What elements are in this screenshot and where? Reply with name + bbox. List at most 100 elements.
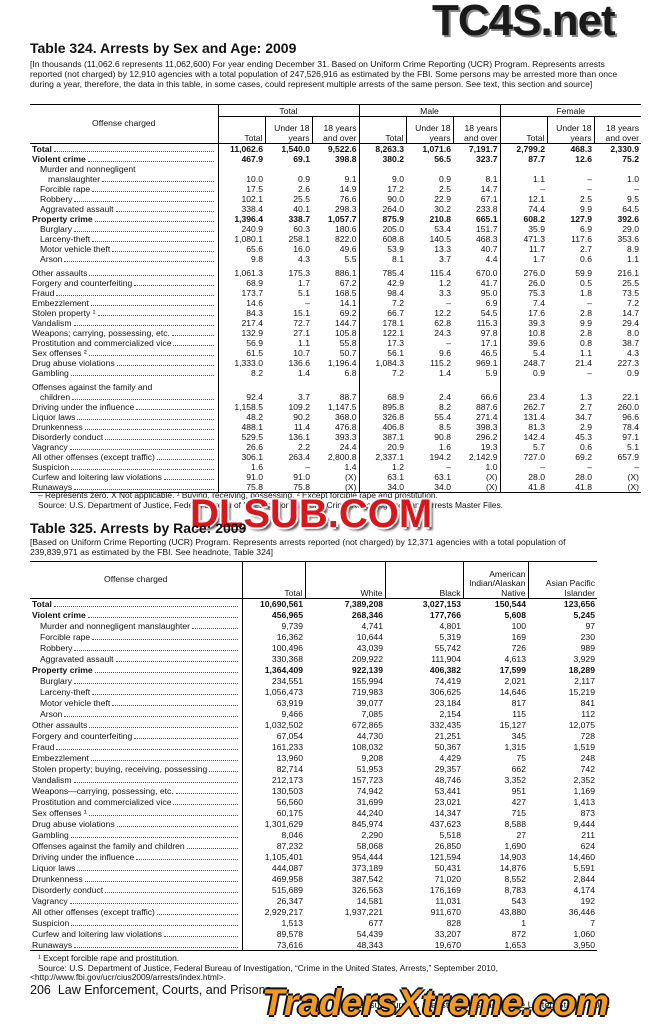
empty-cell bbox=[358, 382, 406, 392]
cell-value: 1,396.4 bbox=[217, 214, 265, 224]
cell-value: 35.9 bbox=[499, 224, 547, 234]
cell-value: 30.2 bbox=[434, 204, 451, 214]
cell-value: 398.3 bbox=[475, 422, 498, 432]
row-label: children bbox=[30, 392, 219, 402]
cell-value: 8.2 bbox=[439, 402, 451, 412]
row-label: Curfew and loitering law violations bbox=[30, 928, 243, 940]
cell-value: 56.9 bbox=[217, 338, 265, 348]
cell-value: 92.4 bbox=[217, 392, 265, 402]
column-header: Black bbox=[384, 561, 463, 599]
table-row: Weapons; carrying, possessing, etc. 132.9… bbox=[30, 328, 641, 338]
cell-value: 1,519 bbox=[573, 742, 595, 752]
label-text: Vagrancy bbox=[32, 896, 68, 906]
cell-value: 264.0 bbox=[358, 204, 406, 214]
cell-value: 17.5 bbox=[217, 184, 265, 194]
cell-value: 2,154 bbox=[439, 709, 461, 719]
cell-value: 4.4 bbox=[485, 254, 498, 264]
cell-value: 109.2 bbox=[288, 402, 310, 412]
cell-value: 5,245 bbox=[573, 610, 595, 620]
cell-value: 48.2 bbox=[217, 412, 265, 422]
table-row: Fraud 173.7 5.1 168.5 98.4 3.3 95.0 75.3 1.8 73.5 bbox=[30, 288, 641, 298]
table-row: Arson 9.8 4.3 5.5 8.1 3.7 4.4 1.7 0.6 1.1 bbox=[30, 254, 641, 268]
empty-cell bbox=[499, 164, 547, 174]
label-wrap: Burglary bbox=[40, 676, 240, 686]
label-wrap: Vagrancy bbox=[32, 442, 216, 452]
column-header: Under 18 years bbox=[264, 116, 312, 144]
cell-value: 127.9 bbox=[570, 214, 592, 224]
cell-value: 248.7 bbox=[499, 358, 547, 368]
cell-value: 727.0 bbox=[499, 452, 547, 462]
row-label: Violent crime bbox=[30, 154, 219, 164]
cell-value: 0.9 bbox=[298, 174, 310, 184]
cell-value: 53,441 bbox=[434, 786, 461, 796]
table-row: Vagrancy 26.6 2.2 24.4 20.9 1.6 19.3 5.7 0.6 5.1 bbox=[30, 442, 641, 452]
dot-leader bbox=[84, 875, 238, 882]
cell-value: 0.9 bbox=[627, 368, 639, 378]
stub-header: Offense charged bbox=[30, 561, 243, 599]
cell-value: 2,337.1 bbox=[358, 452, 406, 462]
label-wrap: Stolen property ¹ bbox=[32, 308, 216, 318]
cell-value: 5,591 bbox=[573, 863, 595, 873]
label-wrap: Disorderly conduct bbox=[32, 432, 216, 442]
cell-value: 89,578 bbox=[276, 929, 303, 939]
column-header: White bbox=[304, 561, 385, 599]
label-wrap: Other assaults bbox=[32, 720, 240, 730]
dot-leader bbox=[192, 622, 238, 629]
label-wrap: Arson bbox=[40, 709, 240, 719]
cell-value: 16,362 bbox=[276, 632, 303, 642]
dot-leader bbox=[136, 853, 238, 860]
cell-value: 74,942 bbox=[356, 786, 383, 796]
cell-value: – bbox=[587, 174, 592, 184]
cell-value: 136.6 bbox=[288, 358, 310, 368]
table-row: Property crime 1,364,409 922,139 406,382 17,… bbox=[30, 664, 597, 676]
cell-value: 115.4 bbox=[430, 268, 451, 278]
row-label: Robbery bbox=[30, 642, 243, 654]
cell-value: 121,594 bbox=[429, 852, 461, 862]
label-wrap: Forcible rape bbox=[40, 184, 216, 194]
cell-value: 9.8 bbox=[217, 254, 265, 268]
cell-value: 84.3 bbox=[217, 308, 265, 318]
table-row: Weapons—carrying, possessing, etc. 130,50… bbox=[30, 785, 597, 797]
table-row: Vagrancy 26,347 14,581 11,031 543 192 bbox=[30, 895, 597, 907]
cell-value: 17.2 bbox=[358, 184, 406, 194]
cell-value: 0.6 bbox=[580, 254, 592, 264]
cell-value: 2,021 bbox=[504, 676, 526, 686]
table-row: Runaways 73,616 48,343 19,670 1,653 3,950 bbox=[30, 939, 597, 951]
cell-value: 14,646 bbox=[499, 687, 526, 697]
cell-value: 140.5 bbox=[429, 234, 451, 244]
label-text: Embezzlement bbox=[32, 753, 89, 763]
cell-value: 87.7 bbox=[499, 154, 547, 164]
table-row: Robbery 102.1 25.5 76.6 90.0 22.9 67.1 12.1 2.5 9… bbox=[30, 194, 641, 204]
label-text: Drug abuse violations bbox=[32, 358, 115, 368]
cell-value: 6.8 bbox=[344, 368, 357, 378]
table-row: All other offenses (except traffic) 306.1… bbox=[30, 452, 641, 462]
cell-value: 9,466 bbox=[281, 709, 303, 719]
cell-value: – bbox=[305, 298, 310, 308]
table-body: Total 11,062.6 1,540.0 9,522.6 8,263.3 1,071.… bbox=[30, 143, 641, 493]
cell-value: 271.4 bbox=[475, 412, 498, 422]
cell-value: 11,031 bbox=[435, 896, 461, 906]
cell-value: 5.9 bbox=[485, 368, 498, 378]
cell-value: 7,085 bbox=[361, 709, 383, 719]
cell-value: 27.1 bbox=[293, 328, 310, 338]
table-row: Sex offenses ¹ 60,175 44,240 14,347 715 873 bbox=[30, 807, 597, 819]
cell-value: 53.9 bbox=[358, 244, 406, 254]
cell-value: 4,429 bbox=[439, 753, 461, 763]
cell-value: 5.5 bbox=[344, 254, 357, 264]
dot-leader bbox=[92, 688, 238, 695]
cell-value: 296.2 bbox=[475, 432, 498, 442]
cell-value: 69.1 bbox=[293, 154, 310, 164]
watermark-top: TC4S.net bbox=[432, 0, 616, 45]
section-name: Law Enforcement, Courts, and Prisons bbox=[57, 983, 272, 997]
label-wrap: Prostitution and commercialized vice bbox=[32, 338, 216, 348]
cell-value: – bbox=[587, 184, 592, 194]
cell-value: 715 bbox=[511, 808, 526, 818]
cell-value: 41.8 bbox=[575, 482, 592, 492]
cell-value: 9,739 bbox=[281, 621, 303, 631]
cell-value: 100 bbox=[511, 621, 526, 631]
label-text: Suspicion bbox=[32, 462, 70, 472]
dot-leader bbox=[116, 820, 238, 827]
cell-value: 875.9 bbox=[358, 214, 406, 224]
table-row: Stolen property; buying, receiving, poss… bbox=[30, 763, 597, 775]
row-label: Total bbox=[30, 598, 243, 610]
